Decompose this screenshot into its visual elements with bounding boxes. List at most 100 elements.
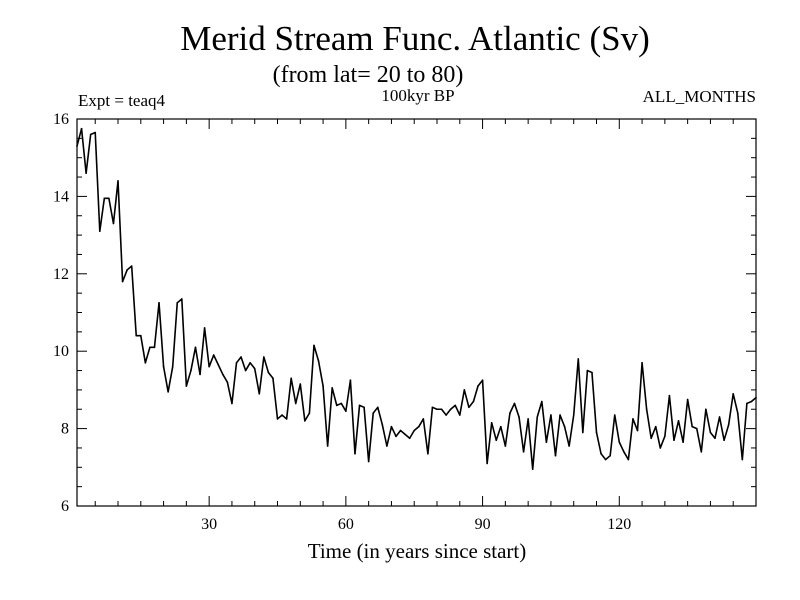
chart-subtitle: (from lat= 20 to 80) (273, 62, 464, 88)
data-point (299, 383, 302, 385)
data-point (559, 414, 561, 416)
data-point (609, 454, 611, 457)
data-point (304, 420, 306, 422)
data-point (600, 452, 602, 455)
data-point (436, 408, 438, 411)
experiment-label: Expt = teaq4 (78, 91, 166, 110)
data-point (732, 392, 735, 395)
data-point (149, 346, 151, 349)
months-label: ALL_MONTHS (643, 87, 756, 106)
data-point (709, 431, 712, 434)
data-point (504, 445, 507, 447)
data-point (89, 133, 92, 136)
data-point (727, 423, 730, 426)
data-point (199, 373, 201, 376)
data-point (158, 302, 160, 304)
data-point (641, 362, 643, 364)
data-point (294, 402, 297, 405)
series-line (76, 127, 757, 471)
data-point (554, 454, 557, 457)
data-point (367, 460, 370, 463)
x-tick-label: 60 (338, 516, 354, 533)
data-point (586, 369, 589, 372)
data-point (376, 406, 379, 409)
data-point (582, 431, 584, 434)
data-point (290, 377, 292, 380)
data-point (94, 131, 97, 134)
data-point (705, 408, 707, 411)
data-point (536, 416, 539, 418)
data-point (509, 412, 511, 414)
chart-title: Merid Stream Func. Atlantic (Sv) (180, 19, 650, 58)
y-tick-label: 16 (53, 111, 69, 128)
data-point (354, 452, 356, 455)
data-point (272, 377, 274, 380)
data-point (541, 400, 543, 403)
data-point (750, 400, 753, 403)
data-point (481, 379, 484, 382)
data-point (235, 362, 238, 364)
data-point (468, 406, 470, 409)
data-point (276, 418, 279, 420)
data-point (326, 445, 329, 447)
data-point (746, 402, 748, 405)
data-point (404, 433, 406, 436)
data-point (623, 451, 625, 453)
data-point (181, 298, 183, 300)
data-point (636, 429, 639, 432)
data-point (486, 462, 488, 465)
data-point (363, 406, 365, 409)
data-point (714, 437, 716, 440)
data-point (645, 408, 648, 411)
data-point (463, 389, 466, 391)
data-point (591, 371, 593, 374)
data-point (80, 127, 83, 130)
data-point (454, 404, 457, 407)
data-point (718, 416, 721, 418)
data-point (650, 437, 652, 440)
data-point (741, 458, 744, 461)
data-point (194, 346, 197, 349)
data-point (659, 447, 662, 449)
data-point (358, 404, 361, 407)
x-tick-label: 30 (201, 516, 217, 533)
data-point (686, 398, 689, 401)
data-point (654, 425, 657, 428)
data-point (427, 452, 429, 455)
data-point (144, 362, 147, 364)
data-point (153, 346, 156, 349)
data-point (103, 197, 106, 200)
data-point (399, 429, 402, 432)
data-point (500, 425, 502, 428)
data-point (618, 441, 621, 443)
data-point (668, 394, 671, 397)
data-point (449, 408, 452, 411)
y-tick-label: 6 (61, 498, 69, 515)
data-point (112, 222, 115, 225)
data-point (208, 365, 210, 368)
axes: 30 60 90 120 6 8 10 12 14 16 (53, 111, 757, 533)
y-tick-label: 8 (61, 421, 69, 438)
data-point (85, 172, 87, 174)
data-point (568, 445, 570, 447)
x-tick-label: 120 (607, 516, 631, 533)
data-point (258, 392, 261, 395)
data-point (176, 302, 179, 304)
x-tick-label: 90 (475, 516, 491, 533)
data-point (217, 363, 220, 366)
data-point (736, 412, 739, 414)
data-point (340, 402, 343, 405)
data-point (231, 402, 233, 405)
data-point (140, 334, 142, 337)
data-point (422, 418, 425, 420)
data-point (513, 402, 516, 405)
data-point (577, 358, 580, 360)
data-point (413, 429, 416, 432)
series-layer (76, 127, 757, 471)
data-point (572, 414, 575, 416)
data-point (249, 362, 251, 364)
data-point (695, 427, 698, 430)
data-point (431, 406, 434, 409)
data-point (308, 412, 311, 414)
data-point (171, 365, 174, 368)
